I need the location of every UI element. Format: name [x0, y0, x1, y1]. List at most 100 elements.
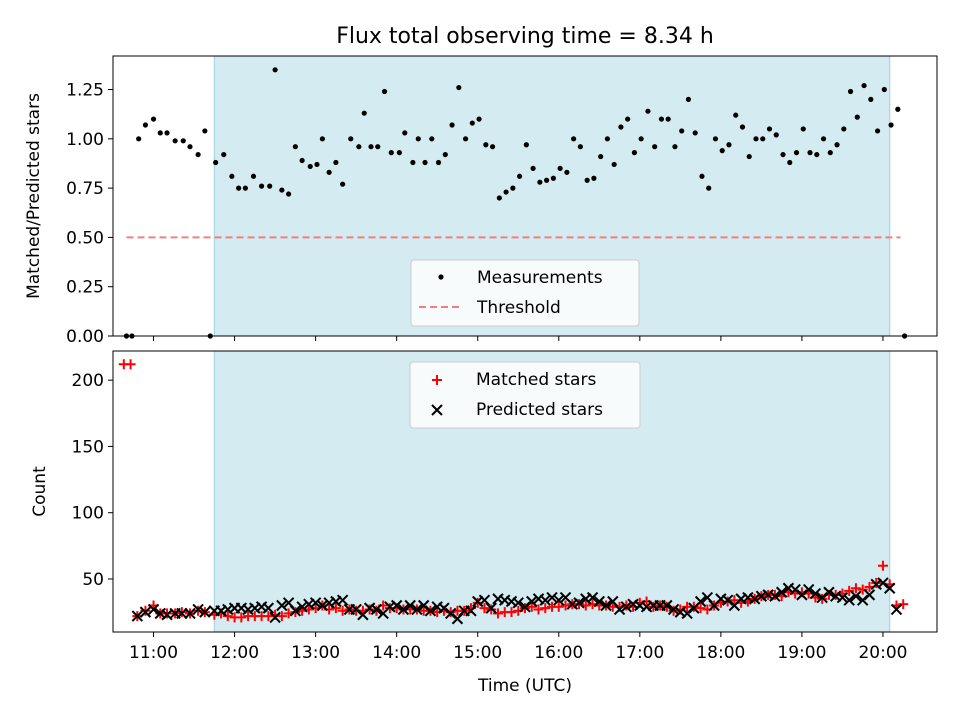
matched-star-point	[263, 611, 274, 622]
predicted-star-point	[411, 603, 423, 616]
measurement-point	[442, 151, 448, 158]
x-stroke-b	[336, 594, 349, 606]
x-stroke-b	[296, 601, 308, 613]
measurement-point	[868, 96, 874, 102]
measurement-point	[496, 195, 502, 201]
count-y-tick-label: 150	[72, 437, 104, 457]
measurement-point	[272, 67, 278, 73]
x-stroke-b	[350, 603, 362, 616]
legend-threshold-label: Threshold	[476, 298, 561, 318]
x-tick-label: 20:00	[858, 643, 907, 663]
measurement-point	[319, 136, 325, 142]
x-stroke-b	[775, 586, 788, 598]
measurement-point	[381, 88, 388, 95]
measurement-point	[766, 126, 773, 132]
legend-measurements-marker	[438, 274, 444, 280]
measurement-point	[157, 130, 163, 136]
measurement-point	[712, 136, 719, 142]
predicted-star-point	[417, 599, 430, 612]
x-stroke-b	[877, 577, 889, 589]
measurement-point	[307, 163, 313, 170]
measurement-point	[834, 142, 840, 148]
predicted-star-point	[546, 591, 558, 604]
measurement-point	[611, 161, 617, 168]
measurement-point	[895, 106, 901, 112]
predicted-star-point	[593, 595, 606, 608]
predicted-star-point	[661, 599, 673, 612]
measurement-point	[356, 144, 362, 150]
predicted-star-point	[404, 599, 416, 612]
x-stroke-b	[438, 602, 450, 614]
x-stroke-b	[444, 607, 457, 620]
predicted-star-point	[184, 607, 196, 620]
ratio-y-tick-label: 0.50	[66, 228, 104, 248]
ratio-panel: 0.00 0.25 0.50 0.75 1.00 1.25 Flux total obse…	[24, 24, 938, 347]
x-stroke-b	[276, 599, 288, 612]
x-stroke-b	[823, 586, 835, 598]
measurement-point	[665, 116, 671, 122]
predicted-star-point	[721, 594, 734, 606]
matched-star-point	[857, 584, 868, 595]
x-stroke-b	[620, 601, 633, 613]
measurement-point	[544, 177, 550, 183]
predicted-star-point	[769, 590, 781, 602]
x-stroke-b	[661, 599, 673, 612]
x-stroke-b	[843, 594, 855, 606]
measurement-point	[746, 153, 752, 160]
predicted-star-point	[289, 605, 302, 617]
measurement-point	[333, 159, 339, 166]
measurement-point	[213, 159, 219, 166]
matched-star-point	[222, 611, 233, 622]
x-stroke-b	[559, 591, 572, 604]
measurement-point	[652, 144, 658, 150]
x-stroke-b	[856, 594, 869, 606]
measurement-point	[564, 169, 570, 175]
predicted-star-point	[192, 603, 204, 616]
predicted-star-point	[586, 591, 599, 604]
predicted-star-point	[573, 597, 585, 609]
x-tick-label: 14:00	[372, 643, 421, 663]
measurement-point	[874, 128, 881, 134]
measurement-point	[827, 150, 833, 156]
x-stroke-b	[262, 602, 275, 614]
predicted-star-point	[667, 603, 680, 616]
predicted-star-point	[444, 607, 457, 620]
measurement-point	[726, 142, 732, 148]
x-stroke-b	[586, 591, 599, 604]
predicted-star-point	[802, 583, 815, 596]
measurement-point	[557, 165, 563, 171]
x-stroke-b	[816, 591, 828, 604]
measurement-point	[375, 144, 381, 150]
count-plot-frame	[112, 350, 938, 633]
x-tick-label: 11:00	[129, 643, 178, 663]
x-stroke-b	[850, 590, 862, 602]
ratio-y-tick-label: 0.25	[66, 278, 104, 298]
predicted-star-point	[809, 587, 822, 600]
measurement-point	[136, 136, 142, 142]
measurement-point	[221, 151, 227, 158]
predicted-star-point	[512, 597, 524, 609]
predicted-star-point	[309, 597, 322, 609]
measurement-point	[753, 136, 759, 142]
predicted-star-point	[823, 586, 835, 598]
measurement-point	[516, 173, 523, 179]
matched-star-point	[276, 611, 287, 622]
x-stroke-b	[431, 404, 443, 416]
ratio-x-ticks	[153, 336, 884, 341]
measurement-point	[410, 159, 416, 166]
x-stroke-b	[553, 594, 565, 606]
predicted-star-point	[796, 589, 808, 601]
predicted-star-point	[336, 594, 349, 606]
x-stroke-b	[769, 590, 781, 602]
matched-star-point	[695, 603, 706, 614]
x-tick-label: 17:00	[615, 643, 664, 663]
measurement-point	[422, 159, 428, 166]
count-panel: 11:00 12:00 13:00 14:00 15:00 16:00 17:00 18:00…	[30, 350, 938, 696]
predicted-star-point	[694, 595, 707, 608]
predicted-star-point	[539, 594, 551, 606]
x-tick-label: 16:00	[534, 643, 583, 663]
x-stroke-b	[681, 607, 693, 620]
predicted-star-point	[147, 603, 160, 616]
ratio-y-axis-label: Matched/Predicted stars	[24, 93, 44, 299]
measurement-point	[773, 132, 779, 138]
